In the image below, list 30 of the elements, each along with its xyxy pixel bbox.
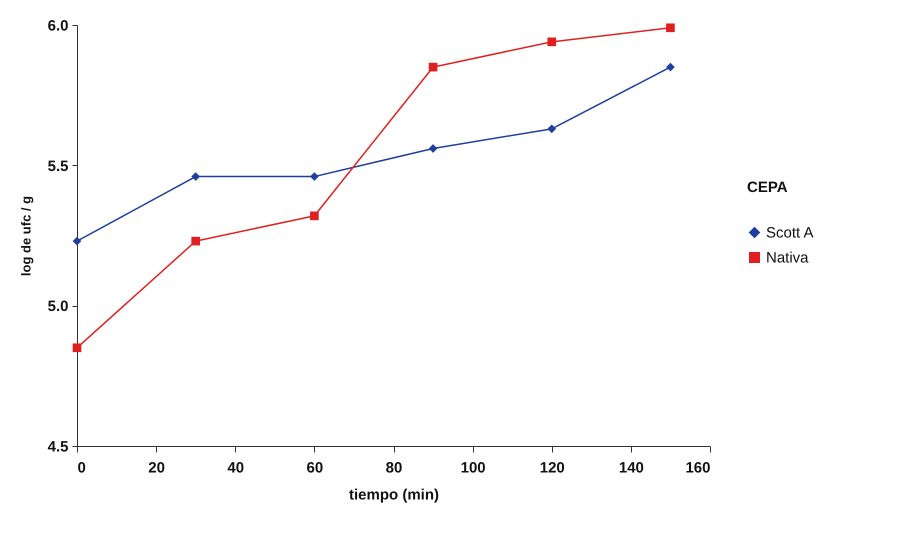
- point: [666, 23, 675, 32]
- x-tick-label: 60: [306, 460, 324, 476]
- x-tick-label: 160: [685, 460, 710, 476]
- y-tick-label: 6.0: [48, 18, 68, 34]
- y-tick-label: 5.0: [48, 298, 68, 316]
- x-tick-label: 120: [540, 460, 565, 476]
- point: [191, 236, 200, 246]
- point: [547, 38, 556, 46]
- point: [191, 172, 200, 181]
- legend-label: Scott A: [766, 224, 814, 242]
- x-tick-label: 0: [78, 460, 86, 476]
- y-tick-label: 4.5: [48, 438, 68, 456]
- x-tick-label: 40: [227, 460, 244, 476]
- legend-title: CEPA: [747, 179, 788, 196]
- point: [310, 172, 319, 181]
- x-tick-label: 80: [386, 460, 402, 476]
- x-axis-title: tiempo (min): [349, 486, 439, 504]
- y-tick-label: 5.5: [48, 158, 68, 175]
- point: [547, 124, 556, 134]
- point: [666, 62, 675, 72]
- point: [428, 62, 438, 72]
- x-tick-label: 20: [148, 460, 165, 476]
- legend-label: Nativa: [766, 250, 810, 266]
- x-tick-label: 100: [460, 460, 486, 476]
- point: [310, 212, 319, 220]
- point: [428, 144, 438, 153]
- point: [72, 236, 82, 246]
- x-tick-label: 140: [618, 460, 644, 476]
- y-axis-title: log de ufc / g: [18, 196, 34, 276]
- point: [72, 343, 82, 352]
